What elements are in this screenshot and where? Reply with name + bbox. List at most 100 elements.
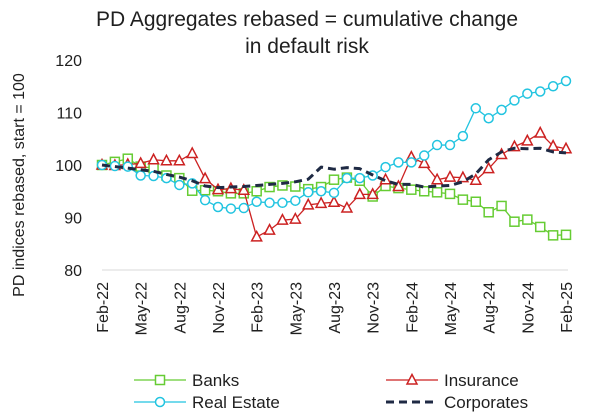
legend-item-banks: Banks xyxy=(134,371,239,390)
x-tick-label: Aug-23 xyxy=(327,282,344,334)
data-point-real-estate xyxy=(251,196,262,207)
data-point-insurance xyxy=(533,125,547,138)
data-point-insurance xyxy=(430,172,444,185)
x-tick-label: Feb-25 xyxy=(559,282,576,333)
legend-marker xyxy=(405,372,419,385)
chart-title: PD Aggregates rebased = cumulative chang… xyxy=(96,8,518,58)
legend-label: Real Estate xyxy=(192,393,280,412)
data-point-insurance xyxy=(134,156,147,169)
data-point-real-estate xyxy=(406,157,417,168)
y-tick-label: 120 xyxy=(55,53,82,70)
data-point-real-estate xyxy=(418,150,430,161)
data-point-real-estate xyxy=(457,130,469,142)
legend: Banks Insurance Real Estate Corporates xyxy=(134,371,528,412)
data-point-real-estate xyxy=(315,186,327,197)
chart-title-line-2: in default risk xyxy=(245,35,369,58)
data-point-insurance xyxy=(521,133,534,146)
data-point-real-estate xyxy=(199,194,211,206)
data-point-banks xyxy=(534,221,546,233)
data-point-insurance xyxy=(417,156,431,169)
y-tick-label: 80 xyxy=(64,263,82,280)
data-point-insurance xyxy=(353,187,367,200)
data-point-real-estate xyxy=(380,161,391,173)
legend-label: Banks xyxy=(192,371,239,390)
data-point-real-estate xyxy=(264,197,275,209)
x-tick-label: Aug-22 xyxy=(172,282,189,334)
data-point-insurance xyxy=(276,213,289,225)
series-corporates xyxy=(101,146,567,190)
data-point-real-estate xyxy=(328,187,340,199)
data-point-insurance xyxy=(237,183,251,195)
data-point-banks xyxy=(457,194,469,205)
data-point-real-estate xyxy=(431,139,443,151)
x-tick-label: Feb-22 xyxy=(95,282,112,333)
data-point-insurance xyxy=(469,173,483,185)
data-point-insurance xyxy=(340,200,354,213)
data-point-insurance xyxy=(198,171,212,184)
data-point-real-estate xyxy=(212,201,224,213)
data-point-banks xyxy=(264,181,275,193)
y-tick-label: 90 xyxy=(64,211,82,228)
data-point-real-estate xyxy=(341,172,353,184)
series-layer xyxy=(95,75,573,242)
data-point-real-estate xyxy=(148,170,159,182)
data-point-real-estate xyxy=(135,170,146,181)
x-tick-label: May-24 xyxy=(443,282,460,335)
y-tick-label: 100 xyxy=(55,158,82,175)
x-tick-label: Nov-22 xyxy=(211,282,228,334)
data-point-banks xyxy=(496,200,507,212)
data-point-insurance xyxy=(289,211,302,224)
data-point-insurance xyxy=(173,153,186,166)
data-point-banks xyxy=(431,187,443,198)
data-point-insurance xyxy=(456,170,470,183)
data-point-banks xyxy=(277,180,288,191)
legend-item-real-estate: Real Estate xyxy=(134,393,280,412)
x-tick-label: May-22 xyxy=(134,282,151,335)
data-point-insurance xyxy=(263,222,276,235)
data-point-real-estate xyxy=(470,103,482,114)
x-tick-label: May-23 xyxy=(288,282,305,335)
x-tick-label: Nov-24 xyxy=(520,282,537,334)
data-point-banks xyxy=(251,186,262,197)
data-point-banks xyxy=(328,174,340,185)
x-tick-label: Aug-24 xyxy=(482,282,499,334)
data-point-insurance xyxy=(250,229,263,242)
legend-item-corporates: Corporates xyxy=(386,393,528,412)
data-point-insurance xyxy=(327,195,341,208)
legend-label: Corporates xyxy=(444,393,528,412)
data-point-insurance xyxy=(314,196,328,209)
data-point-real-estate xyxy=(302,187,314,198)
data-point-banks xyxy=(290,181,301,192)
data-point-real-estate xyxy=(354,172,366,184)
y-axis-label: PD indices rebased, start = 100 xyxy=(11,73,28,297)
data-point-insurance xyxy=(147,152,160,165)
x-axis-ticks: Feb-22 May-22 Aug-22 Nov-22 Feb-23 May-23 Aug-… xyxy=(95,282,576,335)
data-point-insurance xyxy=(301,197,315,210)
data-point-banks xyxy=(547,230,559,241)
data-point-insurance xyxy=(443,169,457,182)
data-point-banks xyxy=(509,216,520,227)
legend-marker xyxy=(154,374,166,386)
data-point-banks xyxy=(406,184,417,195)
data-point-real-estate xyxy=(509,95,520,106)
data-point-real-estate xyxy=(560,75,572,87)
data-point-banks xyxy=(470,196,482,207)
data-point-real-estate xyxy=(290,195,301,206)
data-point-real-estate xyxy=(277,197,288,209)
data-point-insurance xyxy=(160,153,173,166)
data-point-insurance xyxy=(185,146,199,159)
data-point-real-estate xyxy=(238,202,250,214)
data-point-real-estate xyxy=(174,179,185,191)
data-point-banks xyxy=(483,207,494,218)
x-tick-label: Feb-23 xyxy=(250,282,267,333)
series-insurance xyxy=(95,125,573,242)
legend-marker xyxy=(154,396,166,408)
data-point-banks xyxy=(444,188,456,200)
data-point-banks xyxy=(418,186,430,197)
y-tick-label: 110 xyxy=(56,106,82,123)
data-point-real-estate xyxy=(547,81,559,92)
y-axis-ticks: 80 90 100 110 120 xyxy=(55,53,82,280)
data-point-banks xyxy=(522,214,533,225)
data-point-real-estate xyxy=(496,104,507,116)
